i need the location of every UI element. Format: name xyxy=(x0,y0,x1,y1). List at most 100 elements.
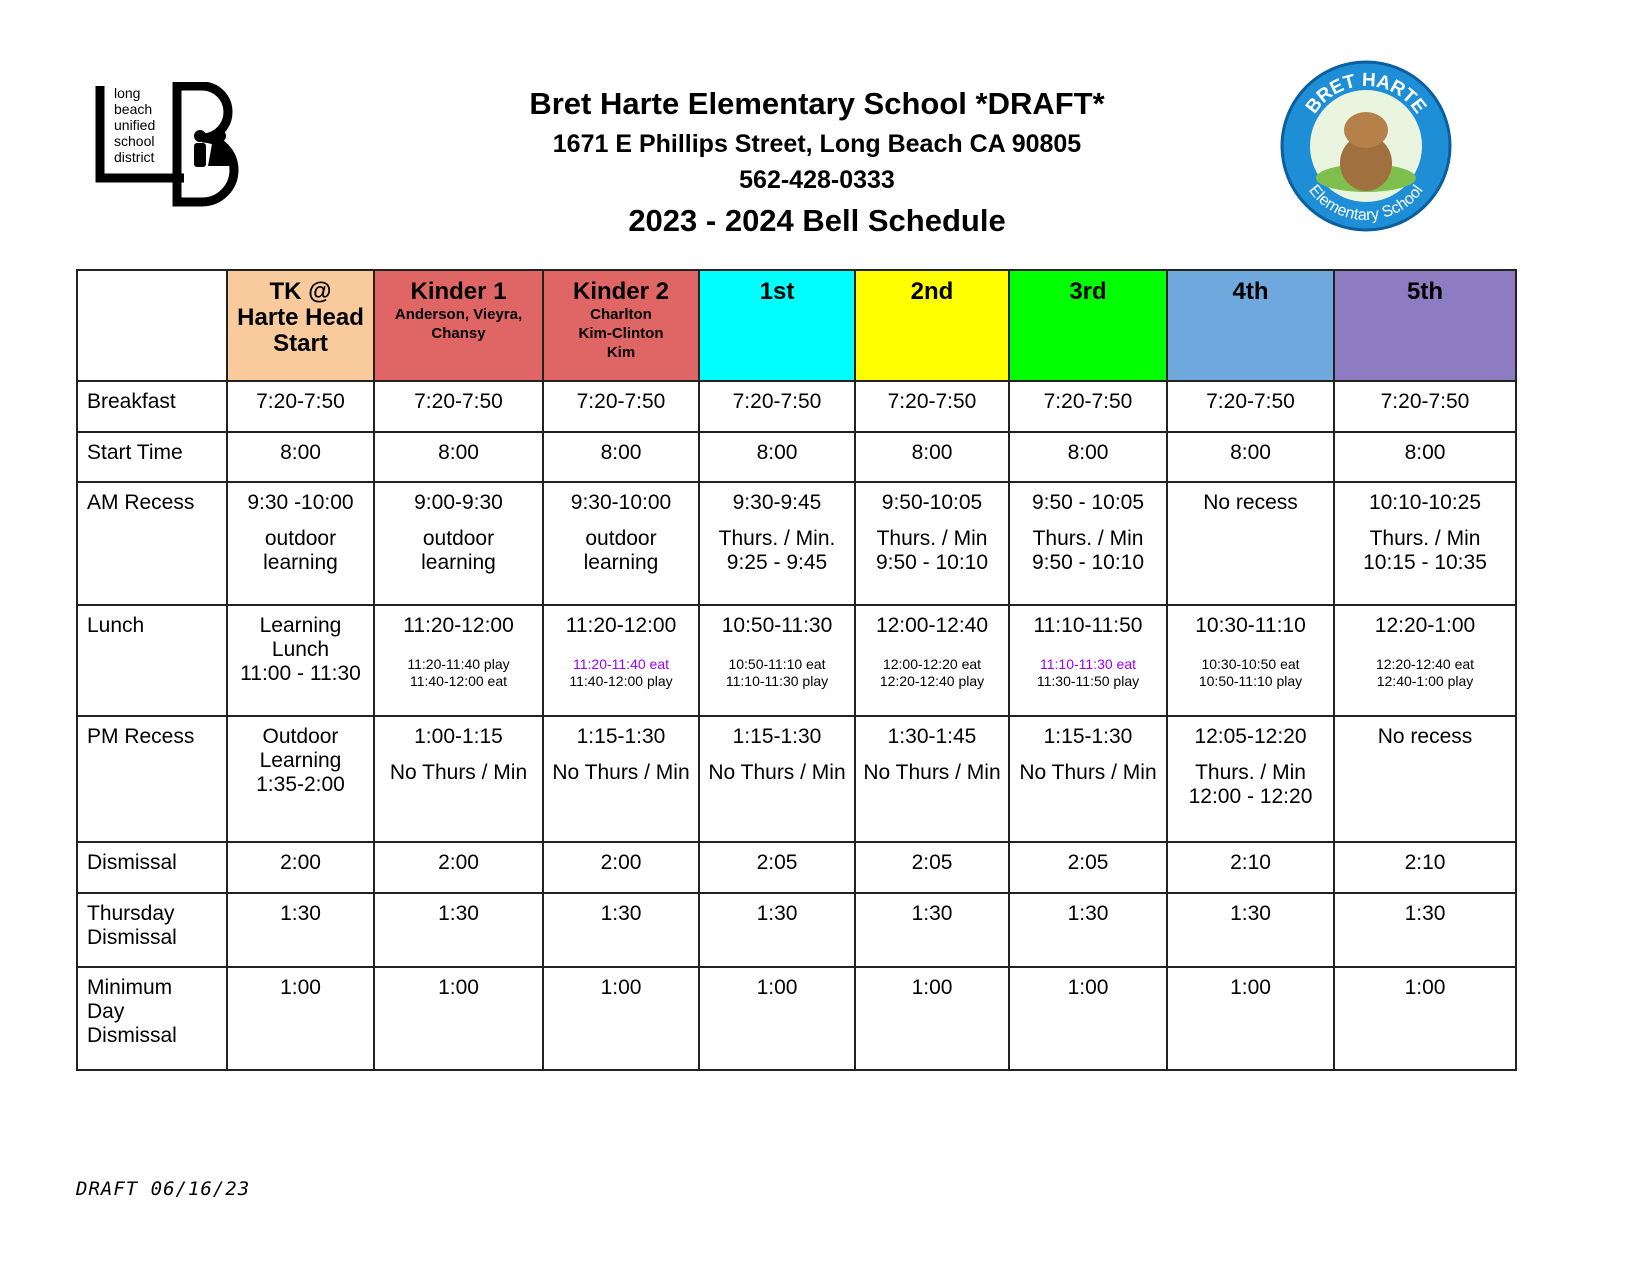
cell-text: 8:00 xyxy=(600,441,642,464)
cell-text: 1:30 xyxy=(280,902,321,925)
cell: 12:05-12:20 Thurs. / Min 12:00 - 12:20 xyxy=(1166,715,1335,843)
cell-text: 2:00 xyxy=(280,851,321,874)
cell-text: 7:20-7:50 xyxy=(414,390,503,413)
cell-text: 8:00 xyxy=(1404,441,1446,464)
cell: 2:05 xyxy=(854,841,1010,894)
cell-text: No Thurs / Min xyxy=(1019,761,1157,784)
cell-text: Thurs. / Min. 9:25 - 9:45 xyxy=(718,527,836,574)
cell-text: 1:30 xyxy=(1404,902,1446,925)
cell: 1:30 xyxy=(226,892,375,968)
column-name: 4th xyxy=(1232,278,1269,305)
cell-text: Outdoor Learning 1:35-2:00 xyxy=(256,725,345,796)
cell: 1:15-1:30 No Thurs / Min xyxy=(1008,715,1168,843)
cell-text: 1:00-1:15 xyxy=(414,725,503,748)
schedule-row: Thursday Dismissal 1:30 1:30 1:30 1:30 1:30 1:… xyxy=(76,892,1517,968)
cell: 9:50-10:05 Thurs. / Min 9:50 - 10:10 xyxy=(854,481,1010,606)
cell: 2:10 xyxy=(1166,841,1335,894)
cell: 2:05 xyxy=(1008,841,1168,894)
cell-text: 1:15-1:30 xyxy=(576,725,666,748)
cell-text: 12:05-12:20 xyxy=(1194,725,1307,748)
column-name: TK @ Harte Head Start xyxy=(237,278,364,357)
cell: 11:20-12:00 11:20-11:40 play 11:40-12:00 … xyxy=(373,604,544,717)
cell-text: 1:30 xyxy=(438,902,479,925)
cell: 12:00-12:40 12:00-12:20 eat 12:20-12:40 p… xyxy=(854,604,1010,717)
schedule-row: Start Time 8:00 8:00 8:00 8:00 8:00 8:00 8:00 8:… xyxy=(76,431,1517,483)
cell-text: 1:00 xyxy=(1404,976,1446,999)
column-header: TK @ Harte Head Start xyxy=(226,269,375,382)
cell-text: 1:30 xyxy=(1230,902,1271,925)
cell-text: 1:00 xyxy=(438,976,479,999)
row-label: Thursday Dismissal xyxy=(76,892,228,968)
cell: 8:00 xyxy=(373,431,544,483)
schedule-row: Lunch Learning Lunch 11:00 - 11:30 11:20-1… xyxy=(76,604,1517,717)
cell: 7:20-7:50 xyxy=(1166,380,1335,433)
cell-text: outdoor learning xyxy=(583,527,659,574)
cell-text: 8:00 xyxy=(911,441,953,464)
cell-detail: 11:10-11:30 eat xyxy=(1039,656,1136,672)
cell-detail: 11:20-11:40 play 11:40-12:00 eat xyxy=(407,656,510,689)
cell-text: 1:00 xyxy=(756,976,798,999)
cell-text: 12:00-12:40 xyxy=(875,614,989,637)
cell-text: 7:20-7:50 xyxy=(732,390,822,413)
cell: 2:05 xyxy=(698,841,856,894)
column-name: 3rd xyxy=(1069,278,1107,305)
schedule-row: AM Recess 9:30 -10:00 outdoor learning 9:00… xyxy=(76,481,1517,606)
cell: 7:20-7:50 xyxy=(373,380,544,433)
cell-text: 8:00 xyxy=(1067,441,1109,464)
column-name: Kinder 1 xyxy=(410,278,507,305)
cell-text: 1:30 xyxy=(600,902,642,925)
cell: 2:00 xyxy=(542,841,700,894)
cell: 10:30-11:10 10:30-10:50 eat 10:50-11:10 p… xyxy=(1166,604,1335,717)
cell-text: 1:15-1:30 xyxy=(1043,725,1133,748)
cell-text: 1:30-1:45 xyxy=(887,725,977,748)
column-name: Kinder 2 xyxy=(572,278,670,305)
cell: 10:10-10:25 Thurs. / Min 10:15 - 10:35 xyxy=(1333,481,1517,606)
cell: 2:00 xyxy=(226,841,375,894)
cell-text: Thurs. / Min 10:15 - 10:35 xyxy=(1363,527,1487,574)
row-label: PM Recess xyxy=(76,715,228,843)
cell-text: Thurs. / Min 9:50 - 10:10 xyxy=(875,527,989,574)
column-header: 5th xyxy=(1333,269,1517,382)
cell-text: 9:30-9:45 xyxy=(732,491,822,514)
cell-text: 7:20-7:50 xyxy=(1380,390,1470,413)
cell-text: 7:20-7:50 xyxy=(1206,390,1295,413)
cell-text: 2:10 xyxy=(1230,851,1271,874)
cell-detail: 12:00-12:20 eat 12:20-12:40 play xyxy=(879,656,985,689)
cell-text: 8:00 xyxy=(1230,441,1271,464)
column-header: Kinder 2 Charlton Kim-Clinton Kim xyxy=(542,269,700,382)
column-name: 2nd xyxy=(910,278,954,305)
row-label: Lunch xyxy=(76,604,228,717)
column-header: 1st xyxy=(698,269,856,382)
cell-text: 9:30 -10:00 xyxy=(247,491,354,514)
cell-text: 2:00 xyxy=(600,851,642,874)
cell: 9:30-10:00 outdoor learning xyxy=(542,481,700,606)
cell: 8:00 xyxy=(854,431,1010,483)
cell: 7:20-7:50 xyxy=(1008,380,1168,433)
cell: 1:30 xyxy=(1166,892,1335,968)
cell-text: 11:20-12:00 xyxy=(403,614,514,637)
cell-text: No Thurs / Min xyxy=(389,761,528,784)
cell: 8:00 xyxy=(1008,431,1168,483)
cell: 9:00-9:30 outdoor learning xyxy=(373,481,544,606)
schedule-row: Dismissal 2:00 2:00 2:00 2:05 2:05 2:05 2:10 2:1… xyxy=(76,841,1517,894)
column-name: 1st xyxy=(759,278,795,305)
cell: 7:20-7:50 xyxy=(1333,380,1517,433)
cell-text: outdoor learning xyxy=(421,527,496,574)
column-header: 3rd xyxy=(1008,269,1168,382)
cell: 1:00 xyxy=(1333,966,1517,1071)
cell-text: 1:00 xyxy=(911,976,953,999)
cell: No recess xyxy=(1333,715,1517,843)
cell: 10:50-11:30 10:50-11:10 eat 11:10-11:30 p… xyxy=(698,604,856,717)
cell: 8:00 xyxy=(1333,431,1517,483)
cell-detail: 12:20-12:40 eat 12:40-1:00 play xyxy=(1375,656,1475,689)
cell-text: No Thurs / Min xyxy=(552,761,690,784)
column-subtitle: Anderson, Vieyra, Chansy xyxy=(394,306,523,342)
cell: 1:30 xyxy=(1008,892,1168,968)
corner-cell xyxy=(76,269,228,382)
column-header: 4th xyxy=(1166,269,1335,382)
cell-text: Thurs. / Min 12:00 - 12:20 xyxy=(1188,761,1313,808)
cell-text: 1:00 xyxy=(1067,976,1109,999)
cell-text: 2:00 xyxy=(438,851,479,874)
cell: Learning Lunch 11:00 - 11:30 xyxy=(226,604,375,717)
cell-text: No recess xyxy=(1203,491,1298,514)
